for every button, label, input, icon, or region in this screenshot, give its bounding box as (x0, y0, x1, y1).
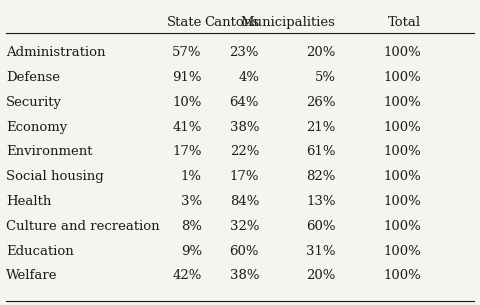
Text: 100%: 100% (384, 245, 421, 257)
Text: Security: Security (6, 96, 62, 109)
Text: 32%: 32% (229, 220, 259, 233)
Text: 8%: 8% (181, 220, 202, 233)
Text: 4%: 4% (238, 71, 259, 84)
Text: Administration: Administration (6, 46, 106, 59)
Text: 22%: 22% (230, 145, 259, 158)
Text: Culture and recreation: Culture and recreation (6, 220, 160, 233)
Text: State: State (167, 16, 202, 29)
Text: 26%: 26% (306, 96, 336, 109)
Text: 20%: 20% (306, 269, 336, 282)
Text: 42%: 42% (172, 269, 202, 282)
Text: 100%: 100% (384, 96, 421, 109)
Text: Total: Total (388, 16, 421, 29)
Text: 41%: 41% (172, 120, 202, 134)
Text: 20%: 20% (306, 46, 336, 59)
Text: 10%: 10% (172, 96, 202, 109)
Text: Welfare: Welfare (6, 269, 58, 282)
Text: 17%: 17% (172, 145, 202, 158)
Text: Defense: Defense (6, 71, 60, 84)
Text: 100%: 100% (384, 120, 421, 134)
Text: 84%: 84% (230, 195, 259, 208)
Text: Social housing: Social housing (6, 170, 104, 183)
Text: Economy: Economy (6, 120, 67, 134)
Text: 64%: 64% (229, 96, 259, 109)
Text: 100%: 100% (384, 269, 421, 282)
Text: 100%: 100% (384, 46, 421, 59)
Text: 60%: 60% (229, 245, 259, 257)
Text: 38%: 38% (229, 269, 259, 282)
Text: 1%: 1% (181, 170, 202, 183)
Text: Cantons: Cantons (204, 16, 259, 29)
Text: 100%: 100% (384, 195, 421, 208)
Text: 100%: 100% (384, 220, 421, 233)
Text: 100%: 100% (384, 145, 421, 158)
Text: 13%: 13% (306, 195, 336, 208)
Text: 21%: 21% (306, 120, 336, 134)
Text: 82%: 82% (306, 170, 336, 183)
Text: Education: Education (6, 245, 74, 257)
Text: Health: Health (6, 195, 51, 208)
Text: 38%: 38% (229, 120, 259, 134)
Text: 3%: 3% (180, 195, 202, 208)
Text: 60%: 60% (306, 220, 336, 233)
Text: 5%: 5% (314, 71, 336, 84)
Text: 31%: 31% (306, 245, 336, 257)
Text: 100%: 100% (384, 170, 421, 183)
Text: 9%: 9% (180, 245, 202, 257)
Text: 61%: 61% (306, 145, 336, 158)
Text: 100%: 100% (384, 71, 421, 84)
Text: 23%: 23% (229, 46, 259, 59)
Text: Municipalities: Municipalities (240, 16, 336, 29)
Text: 57%: 57% (172, 46, 202, 59)
Text: 17%: 17% (229, 170, 259, 183)
Text: 91%: 91% (172, 71, 202, 84)
Text: Environment: Environment (6, 145, 93, 158)
